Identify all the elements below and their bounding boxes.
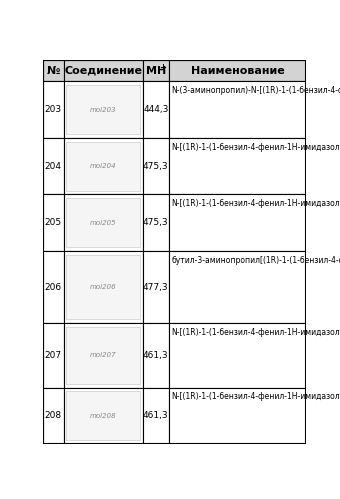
Bar	[143, 81, 169, 138]
Text: N-[(1R)-1-(1-бензил-4-фенил-1H-имидазол-2-ил)-2,2-диметилпропил]-2-метокси-N-[(3: N-[(1R)-1-(1-бензил-4-фенил-1H-имидазол-…	[172, 143, 340, 152]
Bar	[169, 138, 306, 195]
Bar	[143, 195, 169, 251]
Text: N-[(1R)-1-(1-бензил-4-фенил-1H-имидазол-2-ил)-2,2-диметилпропил]-2-гидрокси-N-[(: N-[(1R)-1-(1-бензил-4-фенил-1H-имидазол-…	[172, 392, 340, 401]
Bar	[64, 251, 143, 323]
Bar	[143, 138, 169, 195]
Bar	[169, 388, 306, 444]
Bar	[64, 81, 143, 138]
Text: MH: MH	[146, 65, 166, 76]
Bar	[66, 327, 140, 384]
Bar	[169, 81, 306, 138]
Text: N-(3-аминопропил)-N-[(1R)-1-(1-бензил-4-фенил-1Н-имидазол-2-ил)-2,2-диметилпропи: N-(3-аминопропил)-N-[(1R)-1-(1-бензил-4-…	[172, 86, 340, 95]
Text: mol203: mol203	[90, 107, 116, 113]
Text: mol208: mol208	[90, 413, 116, 419]
Bar	[64, 138, 143, 195]
Bar	[42, 60, 64, 81]
Text: 475,3: 475,3	[143, 162, 169, 171]
Bar	[66, 198, 140, 247]
Bar	[42, 388, 64, 444]
Bar	[169, 60, 306, 81]
Text: N-[(1R)-1-(1-бензил-4-фенил-1H-имидазол-2-ил)-2,2-диметилпропил]-2-гидрокси-N-[(: N-[(1R)-1-(1-бензил-4-фенил-1H-имидазол-…	[172, 328, 340, 337]
Bar	[66, 85, 140, 134]
Text: 203: 203	[45, 105, 62, 114]
Bar	[66, 391, 140, 440]
Bar	[143, 251, 169, 323]
Text: 205: 205	[45, 218, 62, 227]
Bar	[143, 60, 169, 81]
Bar	[143, 388, 169, 444]
Bar	[42, 251, 64, 323]
Text: +: +	[159, 63, 166, 72]
Text: Наименование: Наименование	[191, 65, 284, 76]
Bar	[64, 323, 143, 388]
Text: бутил-3-аминопропил[(1R)-1-(1-бензил-4-фенил-1Н-имидазол-2-ил)-2,2-диметилпропил: бутил-3-аминопропил[(1R)-1-(1-бензил-4-ф…	[172, 255, 340, 264]
Text: N-[(1R)-1-(1-бензил-4-фенил-1H-имидазол-2-ил)-2,2-диметилпропил]-2-метокси-N-[(3: N-[(1R)-1-(1-бензил-4-фенил-1H-имидазол-…	[172, 199, 340, 208]
Text: mol205: mol205	[90, 220, 116, 226]
Text: 206: 206	[45, 282, 62, 291]
Bar	[42, 81, 64, 138]
Bar	[169, 323, 306, 388]
Text: 207: 207	[45, 351, 62, 360]
Bar	[169, 251, 306, 323]
Bar	[64, 388, 143, 444]
Text: 444,3: 444,3	[143, 105, 169, 114]
Text: mol204: mol204	[90, 163, 116, 169]
Bar	[169, 195, 306, 251]
Bar	[42, 138, 64, 195]
Bar	[66, 255, 140, 319]
Text: 477,3: 477,3	[143, 282, 169, 291]
Text: Соединение: Соединение	[64, 65, 142, 76]
Bar	[42, 323, 64, 388]
Bar	[42, 195, 64, 251]
Bar	[64, 60, 143, 81]
Text: 204: 204	[45, 162, 62, 171]
Text: 208: 208	[45, 411, 62, 420]
Text: mol206: mol206	[90, 284, 116, 290]
Text: 475,3: 475,3	[143, 218, 169, 227]
Text: mol207: mol207	[90, 352, 116, 358]
Bar	[66, 142, 140, 191]
Bar	[143, 323, 169, 388]
Text: №: №	[46, 65, 60, 76]
Bar	[64, 195, 143, 251]
Text: 461,3: 461,3	[143, 351, 169, 360]
Text: 461,3: 461,3	[143, 411, 169, 420]
